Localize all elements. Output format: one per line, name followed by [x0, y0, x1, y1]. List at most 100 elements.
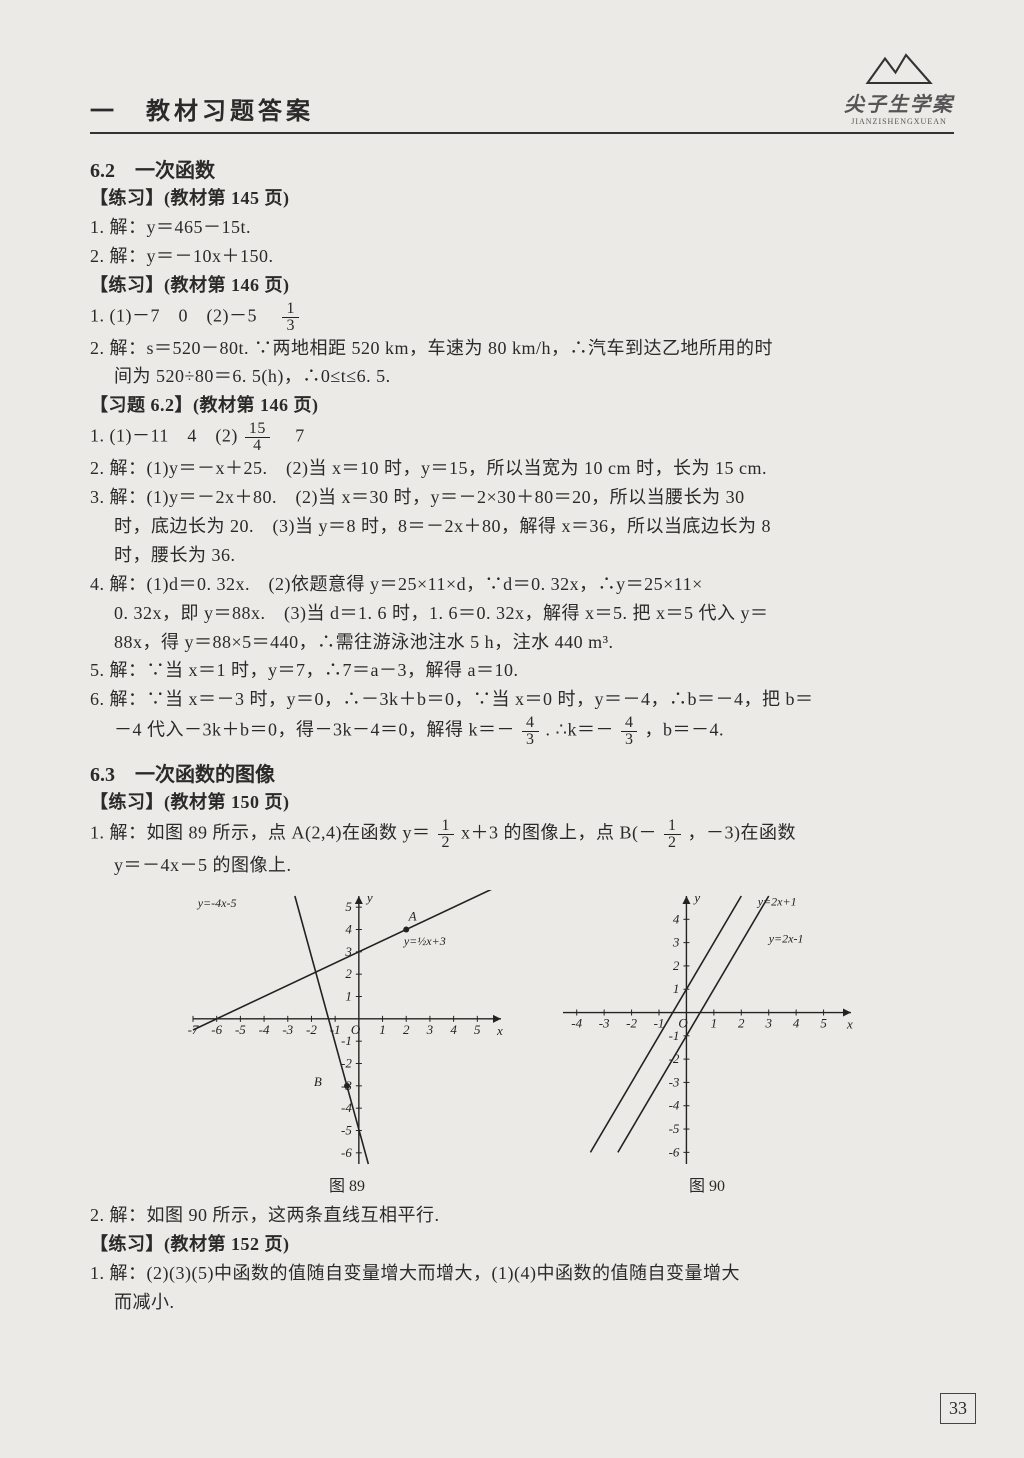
xt-q4b: 0. 32x，即 y＝88x. (3)当 d＝1. 6 时，1. 6＝0. 32… — [90, 600, 954, 628]
svg-text:y: y — [692, 890, 700, 905]
svg-text:-5: -5 — [669, 1121, 680, 1136]
xt-q1: 1. (1)－11 4 (2) 154 7 — [90, 421, 954, 454]
xt-q6a: 6. 解：∵当 x＝－3 时，y＝0，∴－3k＋b＝0，∵当 x＝0 时，y＝－… — [90, 686, 954, 714]
xt-q4c: 88x，得 y＝88×5＝440，∴需往游泳池注水 5 h，注水 440 m³. — [90, 629, 954, 657]
s63-q1a-a: 1. 解：如图 89 所示，点 A(2,4)在函数 y＝ — [90, 823, 431, 843]
svg-text:1: 1 — [379, 1022, 386, 1037]
fig90-caption: 图 90 — [557, 1172, 857, 1196]
svg-text:-5: -5 — [341, 1123, 352, 1138]
svg-text:4: 4 — [673, 911, 680, 926]
svg-text:-6: -6 — [669, 1144, 680, 1159]
svg-text:x: x — [846, 1017, 853, 1032]
xt-q1-a: 1. (1)－11 4 (2) — [90, 426, 238, 446]
label-lx145: 【练习】(教材第 145 页) — [90, 185, 954, 213]
svg-text:y=-4x-5: y=-4x-5 — [197, 896, 237, 910]
svg-text:5: 5 — [820, 1016, 827, 1031]
xt-q6b-a: －4 代入－3k＋b＝0，得－3k－4＝0，解得 k＝－ — [114, 720, 515, 740]
frac-1-3: 13 — [282, 301, 299, 334]
frac-1-2-a: 12 — [438, 818, 455, 851]
lx146-q1: 1. (1)－7 0 (2)－5 13 — [90, 301, 954, 334]
lx146-q2-a: 2. 解：s＝520－80t. ∵两地相距 520 km，车速为 80 km/h… — [90, 335, 954, 363]
s63-q1a: 1. 解：如图 89 所示，点 A(2,4)在函数 y＝ 12 x＋3 的图像上… — [90, 818, 954, 851]
svg-text:1: 1 — [673, 981, 680, 996]
frac-15-4: 154 — [245, 421, 270, 454]
charts-row: -7-6-5-4-3-2-112345-6-5-4-3-2-112345Oxyy… — [90, 890, 954, 1196]
page: 一 教材习题答案 尖子生学案 JIANZISHENGXUEAN 6.2 一次函数… — [0, 0, 1024, 1458]
xt-q3b: 时，底边长为 20. (3)当 y＝8 时，8＝－2x＋80，解得 x＝36，所… — [90, 513, 954, 541]
svg-text:y=2x-1: y=2x-1 — [768, 932, 804, 946]
lx145-q1: 1. 解：y＝465－15t. — [90, 214, 954, 242]
svg-text:-3: -3 — [599, 1016, 610, 1031]
svg-text:2: 2 — [738, 1016, 745, 1031]
label-lx150: 【练习】(教材第 150 页) — [90, 789, 954, 817]
svg-text:-3: -3 — [669, 1074, 680, 1089]
xt-q5: 5. 解：∵当 x＝1 时，y＝7，∴7＝a－3，解得 a＝10. — [90, 657, 954, 685]
s63-q1a-b: x＋3 的图像上，点 B(－ — [461, 823, 657, 843]
svg-text:4: 4 — [793, 1016, 800, 1031]
svg-text:-5: -5 — [235, 1022, 246, 1037]
svg-text:2: 2 — [345, 966, 352, 981]
xt-q1-b: 7 — [277, 426, 305, 446]
brand-subtext: JIANZISHENGXUEAN — [851, 117, 947, 126]
svg-text:-6: -6 — [341, 1145, 352, 1160]
svg-text:x: x — [496, 1023, 503, 1038]
xt-q6b: －4 代入－3k＋b＝0，得－3k－4＝0，解得 k＝－ 43 . ∴k＝－ 4… — [90, 715, 954, 748]
section-6-3-title: 6.3 一次函数的图像 — [90, 758, 954, 787]
svg-text:-2: -2 — [306, 1022, 317, 1037]
section-6-2-title: 6.2 一次函数 — [90, 154, 954, 183]
svg-text:-4: -4 — [571, 1016, 582, 1031]
lx152-q1b: 而减小. — [90, 1289, 954, 1317]
svg-text:4: 4 — [450, 1022, 457, 1037]
s63-q1b: y＝－4x－5 的图像上. — [90, 852, 954, 880]
svg-text:y=½x+3: y=½x+3 — [403, 934, 446, 948]
fig89-caption: 图 89 — [187, 1172, 507, 1196]
brand-text: 尖子生学案 — [844, 88, 954, 117]
s63-q2: 2. 解：如图 90 所示，这两条直线互相平行. — [90, 1202, 954, 1230]
xt-q6b-b: . ∴k＝－ — [546, 720, 614, 740]
svg-text:2: 2 — [673, 958, 680, 973]
svg-text:-3: -3 — [282, 1022, 293, 1037]
svg-text:3: 3 — [672, 935, 680, 950]
svg-text:B: B — [314, 1074, 322, 1089]
svg-text:A: A — [408, 909, 417, 924]
svg-text:2: 2 — [403, 1022, 410, 1037]
xt-q2: 2. 解：(1)y＝－x＋25. (2)当 x＝10 时，y＝15，所以当宽为 … — [90, 455, 954, 483]
svg-text:3: 3 — [764, 1016, 772, 1031]
chart-90-wrap: -4-3-2-112345-6-5-4-3-2-11234Oxyy=2x+1y=… — [557, 890, 857, 1196]
chart-89: -7-6-5-4-3-2-112345-6-5-4-3-2-112345Oxyy… — [187, 890, 507, 1170]
svg-text:3: 3 — [426, 1022, 434, 1037]
svg-text:y: y — [365, 890, 373, 905]
label-xt62: 【习题 6.2】(教材第 146 页) — [90, 392, 954, 420]
xt-q3a: 3. 解：(1)y＝－2x＋80. (2)当 x＝30 时，y＝－2×30＋80… — [90, 484, 954, 512]
svg-text:-4: -4 — [669, 1098, 680, 1113]
lx146-q2-b: 间为 520÷80＝6. 5(h)，∴0≤t≤6. 5. — [90, 363, 954, 391]
page-number: 33 — [940, 1393, 976, 1424]
svg-text:4: 4 — [345, 922, 352, 937]
chart-89-wrap: -7-6-5-4-3-2-112345-6-5-4-3-2-112345Oxyy… — [187, 890, 507, 1196]
chapter-title: 一 教材习题答案 — [90, 91, 314, 126]
lx152-q1a: 1. 解：(2)(3)(5)中函数的值随自变量增大而增大，(1)(4)中函数的值… — [90, 1260, 954, 1288]
frac-4-3-a: 43 — [522, 715, 539, 748]
xt-q3c: 时，腰长为 36. — [90, 542, 954, 570]
svg-text:5: 5 — [345, 899, 352, 914]
mountain-icon — [864, 50, 934, 88]
lx145-q2: 2. 解：y＝－10x＋150. — [90, 243, 954, 271]
xt-q4a: 4. 解：(1)d＝0. 32x. (2)依题意得 y＝25×11×d，∵d＝0… — [90, 571, 954, 599]
svg-text:-2: -2 — [626, 1016, 637, 1031]
s63-q1a-c: ，－3)在函数 — [688, 823, 797, 843]
svg-text:-6: -6 — [211, 1022, 222, 1037]
svg-text:O: O — [678, 1016, 688, 1031]
label-lx146: 【练习】(教材第 146 页) — [90, 272, 954, 300]
svg-text:-4: -4 — [259, 1022, 270, 1037]
frac-1-2-b: 12 — [664, 818, 681, 851]
svg-text:O: O — [351, 1022, 361, 1037]
label-lx152: 【练习】(教材第 152 页) — [90, 1231, 954, 1259]
frac-4-3-b: 43 — [621, 715, 638, 748]
header-row: 一 教材习题答案 尖子生学案 JIANZISHENGXUEAN — [90, 50, 954, 134]
xt-q6b-c: ，b＝－4. — [644, 720, 724, 740]
svg-text:1: 1 — [711, 1016, 718, 1031]
svg-text:5: 5 — [474, 1022, 481, 1037]
chart-90: -4-3-2-112345-6-5-4-3-2-11234Oxyy=2x+1y=… — [557, 890, 857, 1170]
svg-text:1: 1 — [345, 989, 352, 1004]
lx146-q1-text: 1. (1)－7 0 (2)－5 — [90, 305, 275, 325]
